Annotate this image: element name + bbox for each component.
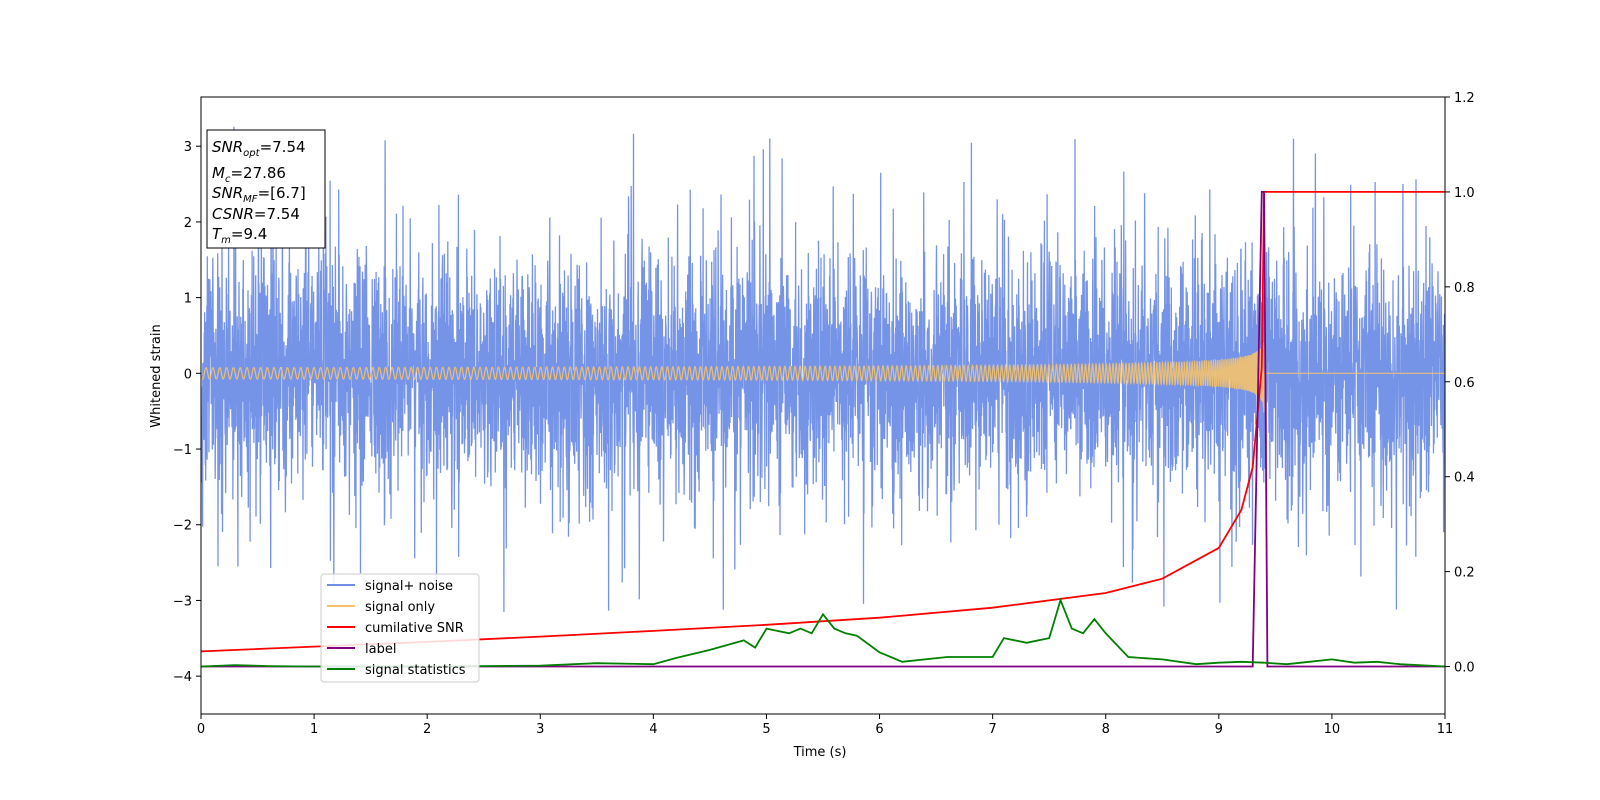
y-tick-label-right: 0.8 [1454,281,1475,296]
legend-label-cumulative-snr: cumilative SNR [365,621,464,636]
legend: signal+ noise signal only cumilative SNR… [320,573,480,683]
y-axis-label-left: Whitened strain [149,324,164,427]
info-line-mc: Mc=27.86 [212,164,286,185]
y-tick-label-right: 0.4 [1454,471,1475,486]
y-tick-label-right: 0.0 [1454,661,1475,676]
info-line-snr-opt: SNRopt=7.54 [212,138,306,159]
x-tick-label: 10 [1324,722,1341,737]
y-tick-label-left: 3 [184,140,192,155]
x-tick-label: 7 [988,722,996,737]
y-tick-label-left: −1 [173,443,192,458]
y-tick-label-left: −4 [173,670,192,685]
legend-label-signal-statistics: signal statistics [365,663,466,678]
x-tick-label: 2 [423,722,431,737]
x-tick-label: 0 [197,722,205,737]
axes: 0 1 2 3 4 5 6 7 8 9 10 11 −4 −3 −2 −1 0 1 2 3 0.0 0.2 0.4 0.6 0.… [173,91,1475,737]
info-line-tm: Tm=9.4 [212,225,267,246]
x-tick-label: 11 [1437,722,1454,737]
y-tick-label-left: −3 [173,594,192,609]
series-signal-statistics [201,597,1445,668]
y-tick-label-left: 0 [184,367,192,382]
info-box-frame [206,129,326,249]
legend-label-signal-noise: signal+ noise [365,579,453,594]
y-tick-label-right: 1.2 [1454,91,1475,106]
info-annotation-box: SNRopt=7.54 Mc=27.86 SNRMF=[6.7] CSNR=7.… [206,129,326,249]
y-tick-label-right: 0.2 [1454,566,1475,581]
x-tick-label: 8 [1102,722,1110,737]
series-signal-only [201,341,1445,413]
y-tick-label-right: 0.6 [1454,376,1475,391]
x-tick-label: 6 [875,722,883,737]
y-tick-label-left: 2 [184,216,192,231]
x-tick-label: 4 [649,722,657,737]
x-tick-label: 9 [1215,722,1223,737]
plot-area [201,126,1445,668]
legend-label-signal-only: signal only [365,600,435,615]
y-tick-label-left: −2 [173,519,192,534]
info-line-csnr: CSNR=7.54 [212,205,300,223]
x-axis-label: Time (s) [793,745,847,760]
y-tick-label-right: 1.0 [1454,186,1475,201]
series-label [201,190,1445,668]
y-tick-label-left: 1 [184,292,192,307]
info-line-snr-mf: SNRMF=[6.7] [212,184,306,205]
x-tick-label: 1 [310,722,318,737]
legend-frame [320,573,480,683]
x-tick-label: 5 [762,722,770,737]
axes-frame [200,96,1446,715]
x-tick-label: 3 [536,722,544,737]
legend-label-label: label [365,642,396,657]
